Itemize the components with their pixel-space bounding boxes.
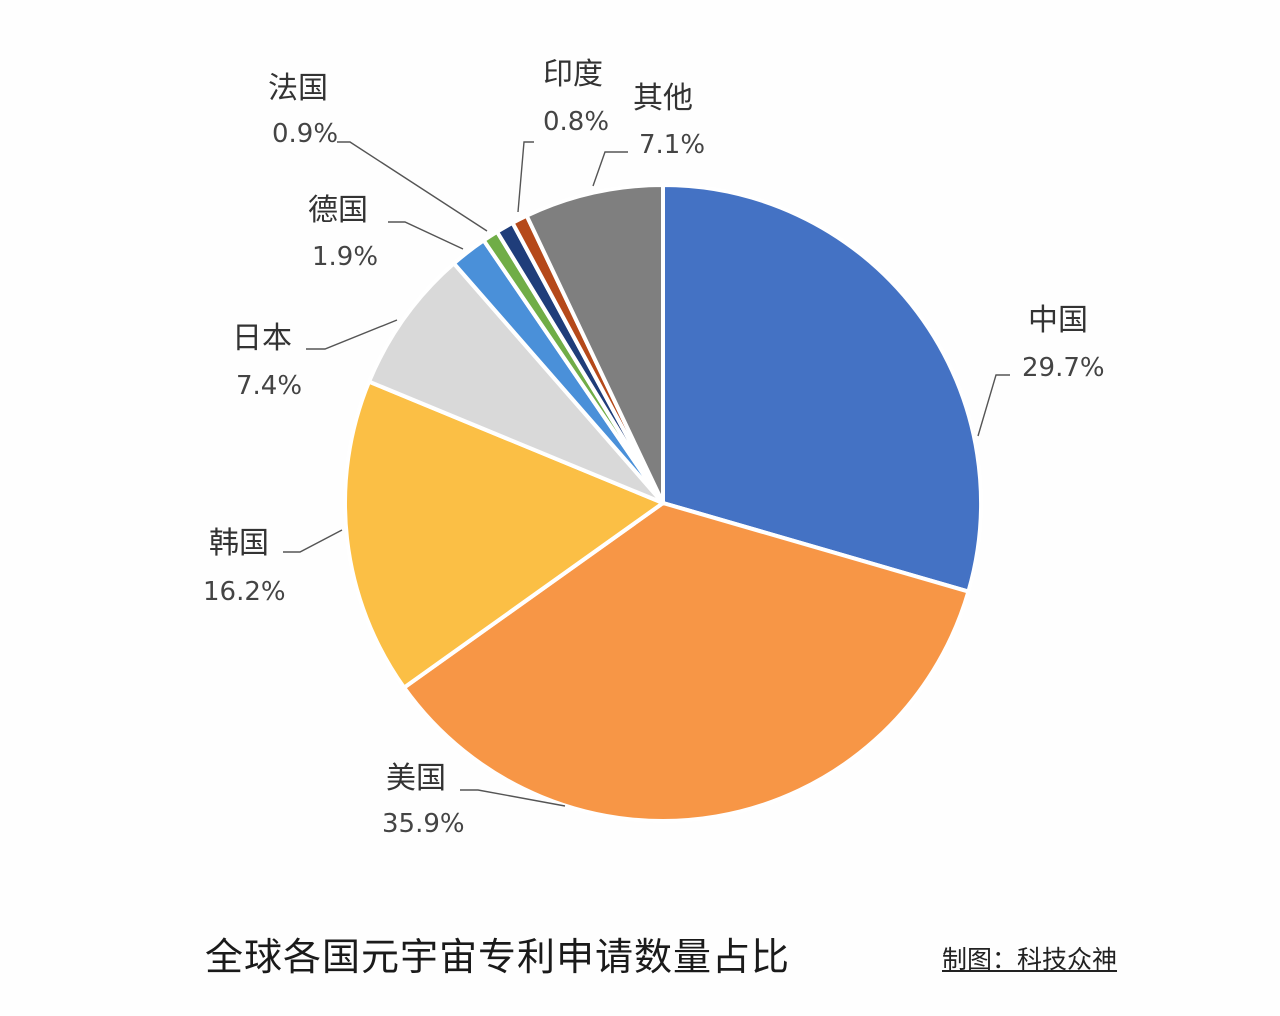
slice-name-label: 美国 bbox=[386, 761, 446, 796]
pie-slices bbox=[343, 183, 983, 823]
pie-slice-美国 bbox=[402, 501, 971, 823]
slice-percent-label: 7.4% bbox=[236, 371, 302, 401]
slice-percent-label: 16.2% bbox=[203, 577, 286, 607]
leader-line-美国 bbox=[460, 789, 566, 807]
slice-percent-label: 1.9% bbox=[312, 242, 378, 272]
slice-percent-label: 35.9% bbox=[382, 809, 465, 839]
slice-percent-label: 29.7% bbox=[1022, 353, 1105, 383]
slice-percent-label: 7.1% bbox=[639, 130, 705, 160]
leader-line-法国 bbox=[337, 141, 488, 232]
slice-name-label: 印度 bbox=[543, 57, 603, 92]
slice-name-label: 韩国 bbox=[209, 526, 269, 561]
leader-line-日本 bbox=[306, 319, 398, 350]
leader-line-德国 bbox=[388, 221, 464, 250]
leader-lines bbox=[283, 141, 1010, 807]
slice-name-label: 法国 bbox=[268, 71, 328, 106]
leader-line-韩国 bbox=[283, 529, 343, 553]
pie-slice-其他 bbox=[524, 183, 665, 505]
pie-slice-中国 bbox=[661, 183, 983, 594]
slice-percent-label: 0.8% bbox=[543, 107, 609, 137]
slice-name-label: 中国 bbox=[1028, 303, 1088, 338]
slice-name-label: 日本 bbox=[232, 321, 292, 356]
slice-percent-label: 0.9% bbox=[272, 119, 338, 149]
slice-labels: 中国 29.7% 美国 35.9% 韩国 16.2% 日本 7.4% 德国 1.9% 法国 0.9% 印… bbox=[203, 57, 1105, 839]
leader-line-印度 bbox=[517, 141, 534, 213]
pie-slice-韩国 bbox=[343, 379, 665, 690]
leader-line-其他 bbox=[592, 151, 628, 187]
pie-slice-日本 bbox=[367, 261, 665, 505]
chart-credit: 制图：科技众神 bbox=[942, 945, 1118, 974]
chart-title: 全球各国元宇宙专利申请数量占比 bbox=[205, 935, 791, 979]
leader-line-中国 bbox=[977, 374, 1010, 437]
slice-name-label: 其他 bbox=[633, 81, 693, 116]
slice-name-label: 德国 bbox=[308, 193, 368, 228]
